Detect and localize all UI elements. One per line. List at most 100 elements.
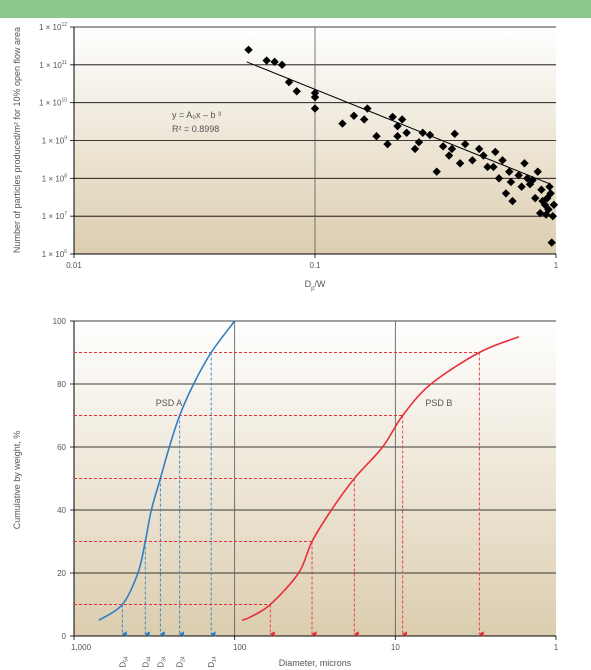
x-axis-ticks-top: 0.01 0.1 1: [66, 254, 559, 270]
y-tick-label: 1 × 1010: [39, 98, 67, 108]
series-label-psd-a: PSD A: [156, 398, 183, 408]
d-labels: D54 D44 D34 D24 D14: [118, 656, 218, 668]
data-point: [262, 56, 271, 65]
scatter-chart: 1 × 106 1 × 107 1 × 108 1 × 109 1 × 1010 1 × …: [12, 22, 559, 292]
y-tick-label: 80: [57, 380, 66, 389]
x-axis-label-top: Dp/W: [305, 279, 326, 292]
data-point: [363, 104, 372, 113]
x-tick-label: 1,000: [71, 643, 92, 652]
data-point: [244, 45, 253, 54]
psd-chart: 0 20 40 60 80 100 1,000 100 10 1 D54 D44 D34 D24 D14…: [12, 317, 559, 668]
scatter-points: [244, 45, 559, 247]
data-point: [414, 138, 424, 147]
y-tick-label: 1 × 1012: [39, 22, 67, 32]
data-point: [310, 104, 320, 113]
data-point: [284, 77, 294, 87]
data-point: [520, 159, 529, 168]
data-point: [444, 151, 454, 160]
data-point: [349, 111, 359, 120]
y-tick-label: 1 × 106: [42, 249, 67, 259]
d-label: D24: [176, 656, 187, 668]
data-point: [447, 144, 457, 154]
r2-label: R² = 0.8998: [172, 124, 219, 134]
y-tick-label: 0: [62, 632, 67, 641]
data-point: [536, 208, 545, 218]
data-point: [483, 162, 492, 172]
data-point: [450, 129, 459, 139]
data-point: [388, 112, 397, 122]
data-point: [359, 115, 369, 124]
data-point: [549, 200, 559, 209]
data-point: [541, 210, 551, 219]
y-tick-label: 20: [57, 569, 66, 578]
header-bar: [0, 0, 591, 18]
d-label: D54: [118, 656, 129, 668]
data-point: [468, 156, 477, 165]
reference-lines: [74, 352, 484, 637]
data-point: [514, 171, 523, 180]
data-point: [537, 185, 546, 194]
d-label: D44: [141, 656, 152, 668]
data-point: [397, 115, 407, 124]
data-point: [479, 151, 488, 160]
y-tick-label: 1 × 109: [42, 136, 67, 146]
y-axis-ticks-top: 1 × 106 1 × 107 1 × 108 1 × 109 1 × 1010 1 × …: [39, 22, 74, 259]
data-point: [402, 128, 411, 137]
data-point: [498, 156, 507, 165]
data-point: [489, 162, 498, 172]
data-point: [501, 189, 511, 198]
data-point: [410, 144, 420, 154]
d-label: D34: [156, 656, 167, 668]
equation-label: y = A₀x – b ³: [172, 110, 221, 120]
data-point: [505, 167, 514, 176]
psd-series: [98, 320, 520, 622]
data-point: [393, 131, 402, 141]
data-point: [455, 159, 465, 168]
data-point: [393, 121, 402, 131]
data-point: [270, 57, 279, 67]
x-tick-label: 0.1: [309, 261, 321, 270]
data-point: [545, 182, 554, 191]
data-point: [432, 167, 441, 176]
data-point: [474, 144, 484, 154]
data-point: [277, 60, 287, 70]
data-point: [523, 174, 532, 183]
data-point: [494, 174, 504, 183]
y-tick-label: 1 × 107: [42, 211, 67, 221]
data-point: [544, 205, 553, 214]
data-point: [531, 193, 540, 203]
data-point: [538, 196, 547, 206]
y-tick-label: 1 × 108: [42, 173, 67, 183]
data-point: [418, 128, 427, 137]
data-point: [438, 142, 448, 151]
data-point: [310, 92, 320, 102]
series-line-psd-b: [241, 336, 520, 622]
y-tick-label: 40: [57, 506, 66, 515]
data-point: [533, 167, 542, 176]
y-axis-label-top: Number of particles produced/m² for 10% …: [12, 27, 22, 253]
data-point: [372, 131, 381, 141]
data-point: [528, 175, 537, 185]
x-tick-label: 1: [554, 643, 559, 652]
data-point: [506, 177, 516, 187]
x-tick-label: 1: [554, 261, 559, 270]
x-axis-ticks-bottom: 1,000 100 10 1: [71, 636, 559, 652]
data-point: [525, 179, 535, 189]
data-point: [461, 139, 470, 149]
y-axis-label-bottom: Cumulative by weight, %: [12, 431, 22, 530]
y-tick-label: 100: [53, 317, 67, 326]
x-tick-label: 10: [391, 643, 400, 652]
x-tick-label: 100: [233, 643, 247, 652]
data-point: [292, 87, 301, 96]
data-point: [383, 139, 392, 149]
x-axis-label-bottom: Diameter, microns: [279, 658, 352, 668]
data-point: [546, 189, 555, 198]
data-point: [517, 182, 526, 191]
data-point: [548, 211, 558, 221]
y-tick-label: 1 × 1011: [39, 60, 67, 70]
data-point: [508, 196, 517, 206]
data-point: [425, 130, 435, 140]
series-label-psd-b: PSD B: [425, 398, 452, 408]
y-tick-label: 60: [57, 443, 66, 452]
